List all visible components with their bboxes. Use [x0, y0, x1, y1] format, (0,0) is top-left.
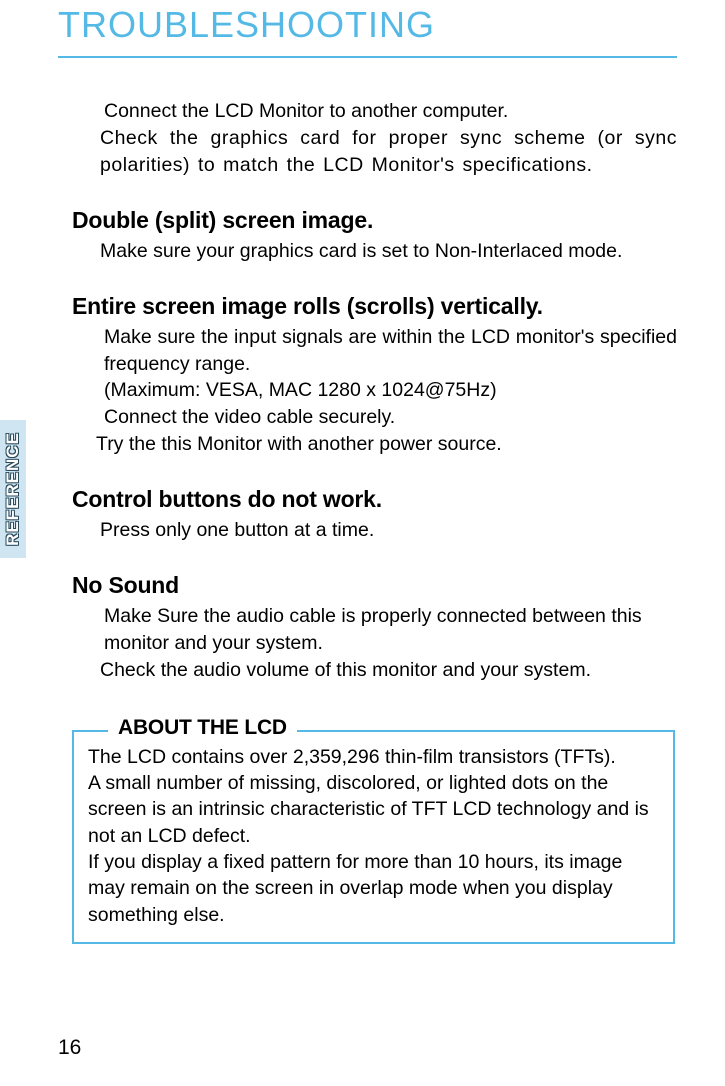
- intro-line-1: Connect the LCD Monitor to another compu…: [104, 98, 677, 125]
- about-box-legend: ABOUT THE LCD: [108, 716, 297, 740]
- section-buttons: Control buttons do not work. Press only …: [72, 486, 677, 544]
- intro-block: Connect the LCD Monitor to another compu…: [100, 98, 677, 179]
- about-box-wrap: ABOUT THE LCD The LCD contains over 2,35…: [72, 730, 675, 944]
- about-line: A small number of missing, discolored, o…: [88, 770, 659, 849]
- about-box-body: The LCD contains over 2,359,296 thin-fil…: [88, 744, 659, 928]
- section-body: Press only one button at a time.: [100, 517, 677, 544]
- side-tab: REFERENCE: [0, 420, 26, 558]
- page-title: TROUBLESHOOTING: [58, 0, 677, 46]
- intro-line-2: Check the graphics card for proper sync …: [100, 125, 677, 179]
- side-tab-label: REFERENCE: [3, 432, 23, 546]
- section-title: Double (split) screen image.: [72, 207, 677, 234]
- section-scroll: Entire screen image rolls (scrolls) vert…: [72, 293, 677, 459]
- section-line: Press only one button at a time.: [100, 517, 677, 544]
- page-number: 16: [58, 1036, 81, 1060]
- section-line: Connect the video cable securely.: [104, 404, 677, 431]
- section-line: Make sure the input signals are within t…: [104, 324, 677, 378]
- about-box: The LCD contains over 2,359,296 thin-fil…: [72, 730, 675, 944]
- section-line: Try the this Monitor with another power …: [96, 431, 677, 458]
- page: TROUBLESHOOTING REFERENCE Connect the LC…: [0, 0, 725, 1086]
- section-title: Entire screen image rolls (scrolls) vert…: [72, 293, 677, 320]
- section-title: No Sound: [72, 572, 677, 599]
- about-line: The LCD contains over 2,359,296 thin-fil…: [88, 744, 659, 770]
- section-line: Make sure your graphics card is set to N…: [100, 238, 677, 265]
- section-body: Make sure the input signals are within t…: [100, 324, 677, 459]
- section-line: Make Sure the audio cable is properly co…: [104, 603, 677, 657]
- section-line: (Maximum: VESA, MAC 1280 x 1024@75Hz): [104, 377, 677, 404]
- title-rule: [58, 56, 677, 58]
- about-line: If you display a fixed pattern for more …: [88, 849, 659, 928]
- section-body: Make Sure the audio cable is properly co…: [100, 603, 677, 684]
- section-title: Control buttons do not work.: [72, 486, 677, 513]
- section-no-sound: No Sound Make Sure the audio cable is pr…: [72, 572, 677, 684]
- section-body: Make sure your graphics card is set to N…: [100, 238, 677, 265]
- section-double-split: Double (split) screen image. Make sure y…: [72, 207, 677, 265]
- section-line: Check the audio volume of this monitor a…: [100, 657, 677, 684]
